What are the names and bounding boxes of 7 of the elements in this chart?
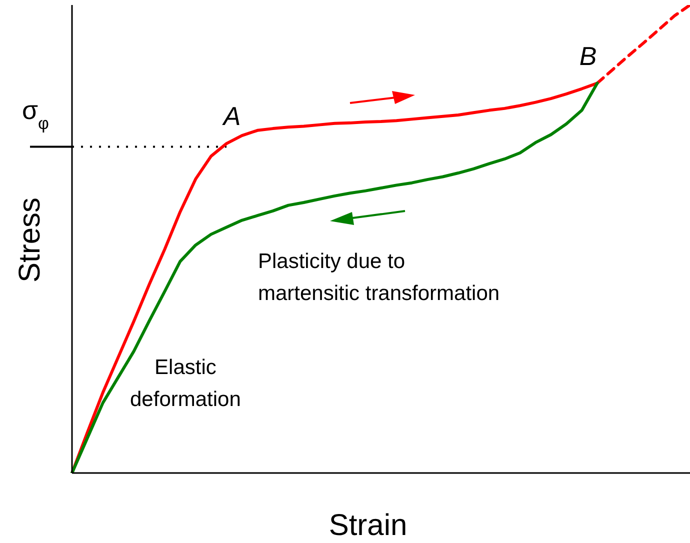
ref-line-label: σ$_{φ}$ <box>22 94 50 132</box>
annotation: A <box>221 101 241 131</box>
annotation: Plasticity due to martensitic transformation <box>258 249 500 307</box>
y-axis-title: Stress <box>14 197 46 283</box>
annotation: B <box>579 41 597 71</box>
x-axis-title: Strain <box>328 509 408 542</box>
annotation: Elastic deformation <box>130 355 241 413</box>
